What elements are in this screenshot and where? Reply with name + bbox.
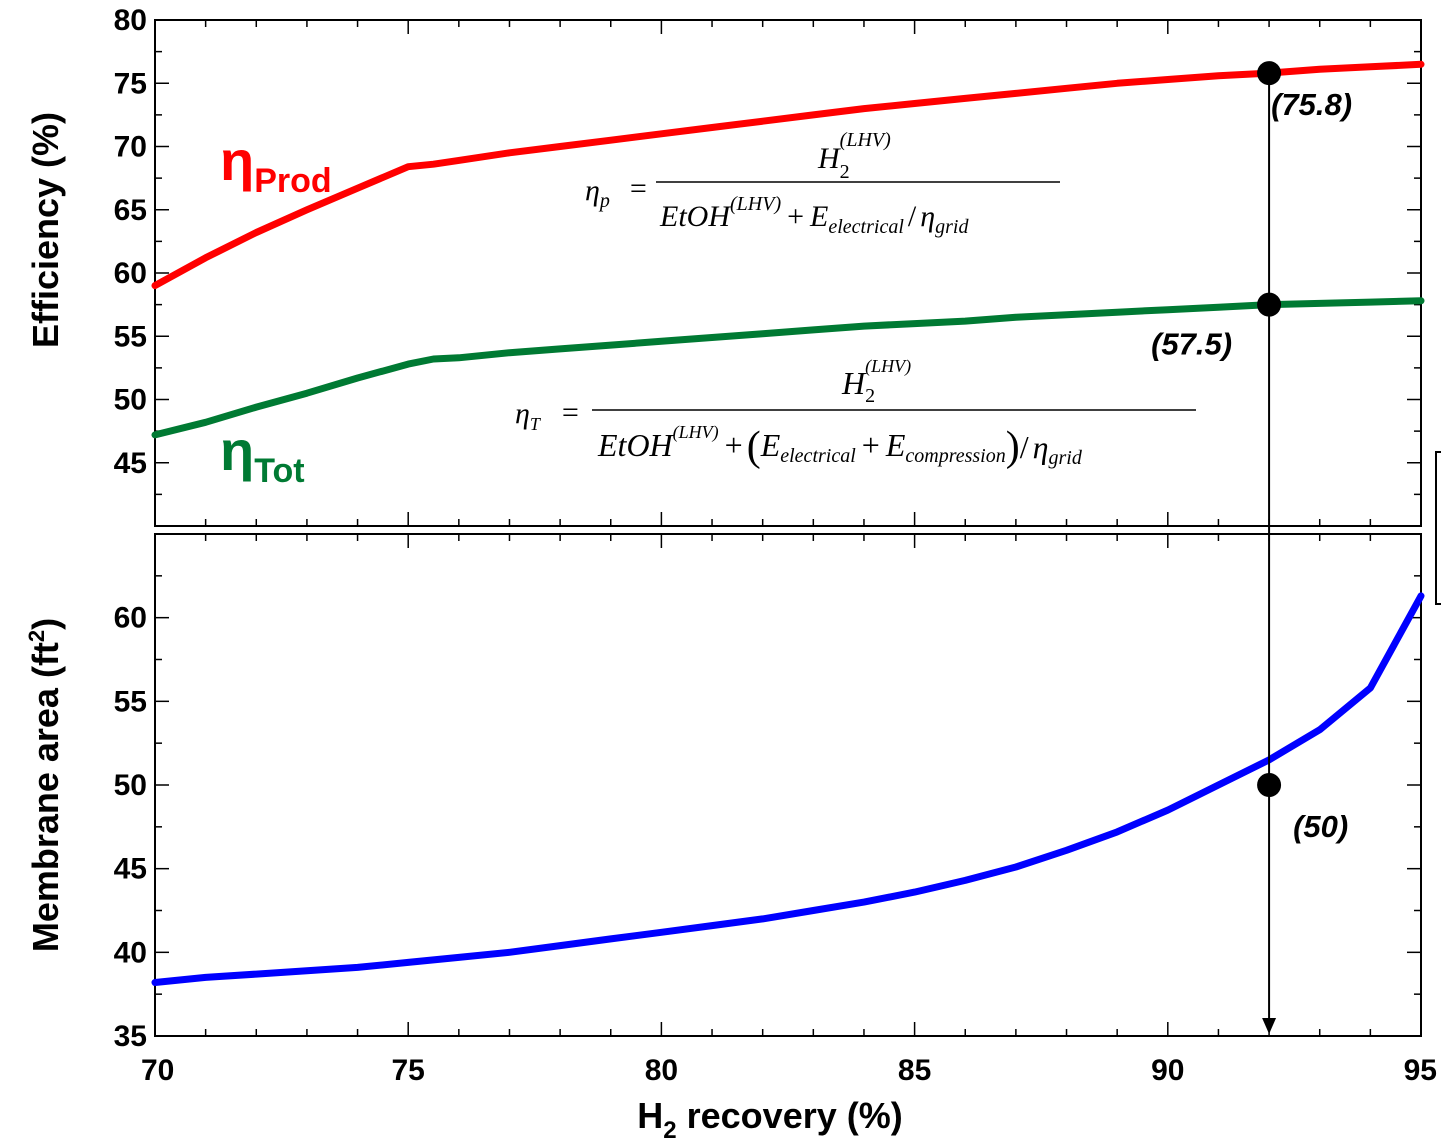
x-tick-label: 70 xyxy=(141,1054,174,1087)
x-tick-label: 75 xyxy=(392,1054,425,1087)
y-tick-label: 55 xyxy=(114,685,147,718)
area-point xyxy=(1257,773,1282,797)
y-tick-label: 60 xyxy=(114,257,147,290)
y-tick-label: 75 xyxy=(114,67,147,100)
y-tick-label: 55 xyxy=(114,320,147,353)
efficiency-panel: 45 50 55 60 65 70 75 80 Efficiency (%) ηProd ηT… xyxy=(25,4,1425,527)
eta-p-equation: ηp = H2(LHV) EtOH(LHV) + Eelectrical / ηgrid xyxy=(585,129,1060,238)
membrane-series xyxy=(151,592,1425,986)
tot-value-label: (57.5) xyxy=(1151,327,1232,362)
marker-arrowhead xyxy=(1262,1018,1277,1034)
y-tick-label: 35 xyxy=(114,1020,147,1053)
prod-point xyxy=(1257,61,1282,86)
x-axis-title: H2 recovery (%) xyxy=(637,1095,902,1141)
x-tick-label: 95 xyxy=(1404,1054,1437,1087)
membrane-area-line xyxy=(151,592,1425,986)
eta-p-equals: = xyxy=(628,172,648,205)
eta-t-denominator: EtOH(LHV) +(Eelectrical + Ecompression)/ηgr… xyxy=(597,422,1083,470)
eta-tot-label: ηTot xyxy=(220,419,305,490)
eta-tot-line xyxy=(151,297,1425,439)
x-tick-label: 85 xyxy=(898,1054,931,1087)
prod-value-label: (75.8) xyxy=(1271,87,1352,122)
eta-t-lhs: ηT xyxy=(515,397,542,434)
clipped-legend-box xyxy=(1435,451,1441,605)
y-tick-label: 70 xyxy=(114,131,147,164)
y-tick-label: 50 xyxy=(114,384,147,417)
x-tick-label: 90 xyxy=(1151,1054,1184,1087)
y-tick-label: 40 xyxy=(114,936,147,969)
area-value-label: (50) xyxy=(1293,809,1348,844)
y-tick-label: 60 xyxy=(114,602,147,635)
efficiency-plot-frame xyxy=(154,19,1422,527)
eta-p-lhs: ηp xyxy=(585,174,610,212)
x-tick-label: 80 xyxy=(645,1054,678,1087)
eta-prod-label: ηProd xyxy=(220,129,332,200)
y-tick-label: 65 xyxy=(114,194,147,227)
membrane-y-axis-title: Membrane area (ft2) xyxy=(24,618,66,952)
efficiency-y-axis-title: Efficiency (%) xyxy=(25,112,66,348)
eta-p-numerator: H2(LHV) xyxy=(817,129,891,183)
membrane-panel: 35 40 45 50 55 60 70 75 80 85 90 95 Membrane area (… xyxy=(24,533,1437,1141)
eta-t-equals: = xyxy=(560,396,580,429)
membrane-ticks: 35 40 45 50 55 60 70 75 80 85 90 95 xyxy=(114,533,1437,1087)
eta-t-equation: ηT = H2(LHV) EtOH(LHV) +(Eelectrical + Ecom… xyxy=(515,356,1196,470)
tot-point xyxy=(1257,292,1282,317)
operating-point-marker: (75.8) (57.5) (50) xyxy=(1151,61,1352,1034)
y-tick-label: 50 xyxy=(114,769,147,802)
membrane-plot-frame xyxy=(154,533,1422,1037)
eta-p-denominator: EtOH(LHV) + Eelectrical / ηgrid xyxy=(659,193,969,238)
eta-prod-line xyxy=(151,60,1425,290)
efficiency-series xyxy=(151,60,1425,439)
y-tick-label: 45 xyxy=(114,447,147,480)
y-tick-label: 45 xyxy=(114,853,147,886)
eta-t-numerator: H2(LHV) xyxy=(841,356,911,407)
y-tick-label: 80 xyxy=(114,4,147,37)
efficiency-ticks: 45 50 55 60 65 70 75 80 xyxy=(114,4,1422,526)
